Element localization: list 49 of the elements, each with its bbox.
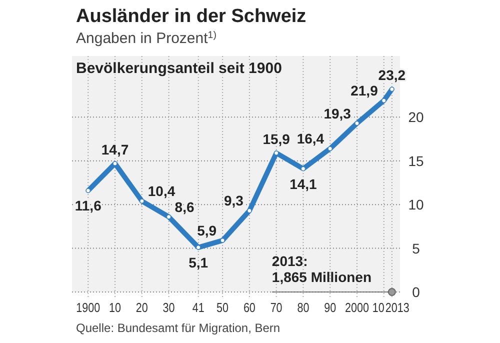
chart-subtitle: Angaben in Prozent$^{1)}$ bbox=[76, 30, 216, 47]
point bbox=[354, 121, 360, 126]
x-tick-label: 30 bbox=[162, 300, 178, 315]
x-tick-label: 60 bbox=[243, 300, 258, 315]
x-tick-label: 70 bbox=[270, 300, 285, 315]
data-label: 19,3 bbox=[324, 105, 352, 122]
data-label: 10,4 bbox=[148, 183, 176, 200]
point bbox=[300, 166, 306, 172]
annotation: 2013: 1,865 Millionen bbox=[272, 253, 372, 285]
data-label: 14,7 bbox=[101, 142, 129, 158]
data-label: 5,9 bbox=[197, 222, 217, 238]
x-tick-label: 10 bbox=[372, 300, 387, 315]
point bbox=[382, 98, 386, 103]
point bbox=[196, 245, 201, 250]
data-label: 16,4 bbox=[296, 130, 324, 147]
y-tick-label: 5 bbox=[412, 240, 420, 256]
data-label: 5,1 bbox=[188, 254, 208, 270]
x-tick-label: 2013 bbox=[385, 300, 414, 315]
point bbox=[220, 238, 225, 243]
point bbox=[247, 208, 252, 213]
data-label: 8,6 bbox=[174, 198, 194, 215]
y-tick-label: 10 bbox=[408, 196, 424, 213]
data-label: 23,2 bbox=[378, 67, 406, 84]
x-tick-label: 2000 bbox=[344, 300, 374, 315]
x-tick-label: 80 bbox=[297, 300, 312, 315]
point bbox=[328, 146, 332, 151]
point bbox=[166, 214, 172, 220]
point bbox=[390, 86, 394, 92]
data-label: 11,6 bbox=[74, 198, 102, 214]
x-tick-label: 1900 bbox=[76, 300, 106, 315]
data-label: 9,3 bbox=[224, 192, 244, 209]
point bbox=[112, 161, 118, 166]
x-tick-label: 50 bbox=[216, 300, 232, 315]
source-note: Quelle: Bundesamt für Migration, Bern bbox=[76, 321, 280, 335]
y-tick-label: 0 bbox=[412, 284, 420, 300]
y-tick-label: 15 bbox=[408, 152, 424, 169]
x-tick-label: 90 bbox=[324, 300, 339, 315]
x-tick-label: 10 bbox=[109, 300, 124, 315]
data-label: 14,1 bbox=[290, 176, 318, 192]
y-tick-label: 20 bbox=[408, 109, 424, 126]
point bbox=[86, 188, 90, 193]
data-label: 21,9 bbox=[350, 82, 378, 99]
x-tick-label: 20 bbox=[136, 300, 150, 315]
chart-title: Ausländer in der Schweiz bbox=[76, 6, 306, 27]
annotation: Bevölkerungsanteil seit 1900 bbox=[76, 60, 282, 77]
point bbox=[140, 198, 144, 204]
data-label: 15,9 bbox=[262, 131, 290, 148]
x-tick-label: 41 bbox=[192, 300, 207, 315]
point bbox=[274, 150, 279, 156]
